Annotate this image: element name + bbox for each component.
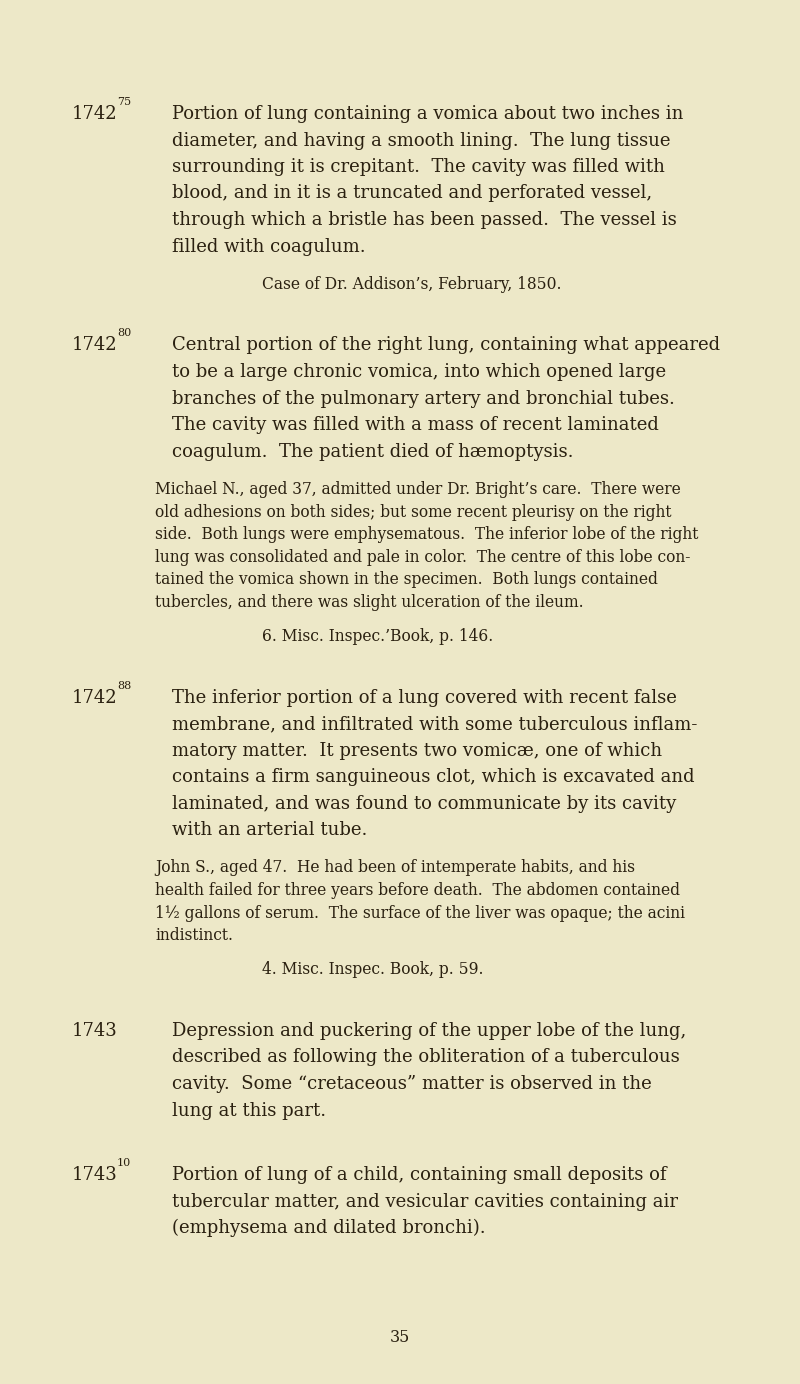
Text: coagulum.  The patient died of hæmoptysis.: coagulum. The patient died of hæmoptysis…: [172, 443, 574, 461]
Text: blood, and in it is a truncated and perforated vessel,: blood, and in it is a truncated and perf…: [172, 184, 652, 202]
Text: lung at this part.: lung at this part.: [172, 1102, 326, 1120]
Text: Portion of lung containing a vomica about two inches in: Portion of lung containing a vomica abou…: [172, 105, 683, 123]
Text: matory matter.  It presents two vomicæ, one of which: matory matter. It presents two vomicæ, o…: [172, 742, 662, 760]
Text: 1743: 1743: [72, 1165, 118, 1183]
Text: (emphysema and dilated bronchi).: (emphysema and dilated bronchi).: [172, 1219, 486, 1237]
Text: 80: 80: [117, 328, 131, 339]
Text: 1742: 1742: [72, 688, 118, 706]
Text: indistinct.: indistinct.: [155, 927, 233, 944]
Text: 1743: 1743: [72, 1021, 118, 1039]
Text: tubercular matter, and vesicular cavities containing air: tubercular matter, and vesicular cavitie…: [172, 1193, 678, 1211]
Text: tained the vomica shown in the specimen.  Both lungs contained: tained the vomica shown in the specimen.…: [155, 572, 658, 588]
Text: contains a firm sanguineous clot, which is excavated and: contains a firm sanguineous clot, which …: [172, 768, 694, 786]
Text: lung was consolidated and pale in color.  The centre of this lobe con-: lung was consolidated and pale in color.…: [155, 548, 690, 566]
Text: 6. Misc. Inspec.’Book, p. 146.: 6. Misc. Inspec.’Book, p. 146.: [262, 628, 494, 645]
Text: diameter, and having a smooth lining.  The lung tissue: diameter, and having a smooth lining. Th…: [172, 131, 670, 149]
Text: membrane, and infiltrated with some tuberculous inflam-: membrane, and infiltrated with some tube…: [172, 716, 698, 734]
Text: filled with coagulum.: filled with coagulum.: [172, 238, 366, 256]
Text: described as following the obliteration of a tuberculous: described as following the obliteration …: [172, 1049, 680, 1067]
Text: cavity.  Some “cretaceous” matter is observed in the: cavity. Some “cretaceous” matter is obse…: [172, 1075, 652, 1093]
Text: 1742: 1742: [72, 105, 118, 123]
Text: branches of the pulmonary artery and bronchial tubes.: branches of the pulmonary artery and bro…: [172, 389, 675, 407]
Text: side.  Both lungs were emphysematous.  The inferior lobe of the right: side. Both lungs were emphysematous. The…: [155, 526, 698, 543]
Text: The inferior portion of a lung covered with recent false: The inferior portion of a lung covered w…: [172, 688, 677, 706]
Text: health failed for three years before death.  The abdomen contained: health failed for three years before dea…: [155, 882, 680, 900]
Text: old adhesions on both sides; but some recent pleurisy on the right: old adhesions on both sides; but some re…: [155, 504, 671, 520]
Text: 1742: 1742: [72, 336, 118, 354]
Text: Case of Dr. Addison’s, February, 1850.: Case of Dr. Addison’s, February, 1850.: [262, 275, 562, 293]
Text: 10: 10: [117, 1158, 131, 1168]
Text: laminated, and was found to communicate by its cavity: laminated, and was found to communicate …: [172, 794, 676, 812]
Text: The cavity was filled with a mass of recent laminated: The cavity was filled with a mass of rec…: [172, 417, 659, 435]
Text: 75: 75: [117, 97, 131, 107]
Text: Portion of lung of a child, containing small deposits of: Portion of lung of a child, containing s…: [172, 1165, 666, 1183]
Text: through which a bristle has been passed.  The vessel is: through which a bristle has been passed.…: [172, 210, 677, 228]
Text: Michael N., aged 37, admitted under Dr. Bright’s care.  There were: Michael N., aged 37, admitted under Dr. …: [155, 482, 681, 498]
Text: John S., aged 47.  He had been of intemperate habits, and his: John S., aged 47. He had been of intempe…: [155, 859, 635, 876]
Text: Central portion of the right lung, containing what appeared: Central portion of the right lung, conta…: [172, 336, 720, 354]
Text: 35: 35: [390, 1329, 410, 1347]
Text: Depression and puckering of the upper lobe of the lung,: Depression and puckering of the upper lo…: [172, 1021, 686, 1039]
Text: 1½ gallons of serum.  The surface of the liver was opaque; the acini: 1½ gallons of serum. The surface of the …: [155, 905, 685, 922]
Text: surrounding it is crepitant.  The cavity was filled with: surrounding it is crepitant. The cavity …: [172, 158, 665, 176]
Text: 4. Misc. Inspec. Book, p. 59.: 4. Misc. Inspec. Book, p. 59.: [262, 962, 483, 978]
Text: tubercles, and there was slight ulceration of the ileum.: tubercles, and there was slight ulcerati…: [155, 594, 584, 610]
Text: 88: 88: [117, 681, 131, 691]
Text: to be a large chronic vomica, into which opened large: to be a large chronic vomica, into which…: [172, 363, 666, 381]
Text: with an arterial tube.: with an arterial tube.: [172, 821, 367, 839]
